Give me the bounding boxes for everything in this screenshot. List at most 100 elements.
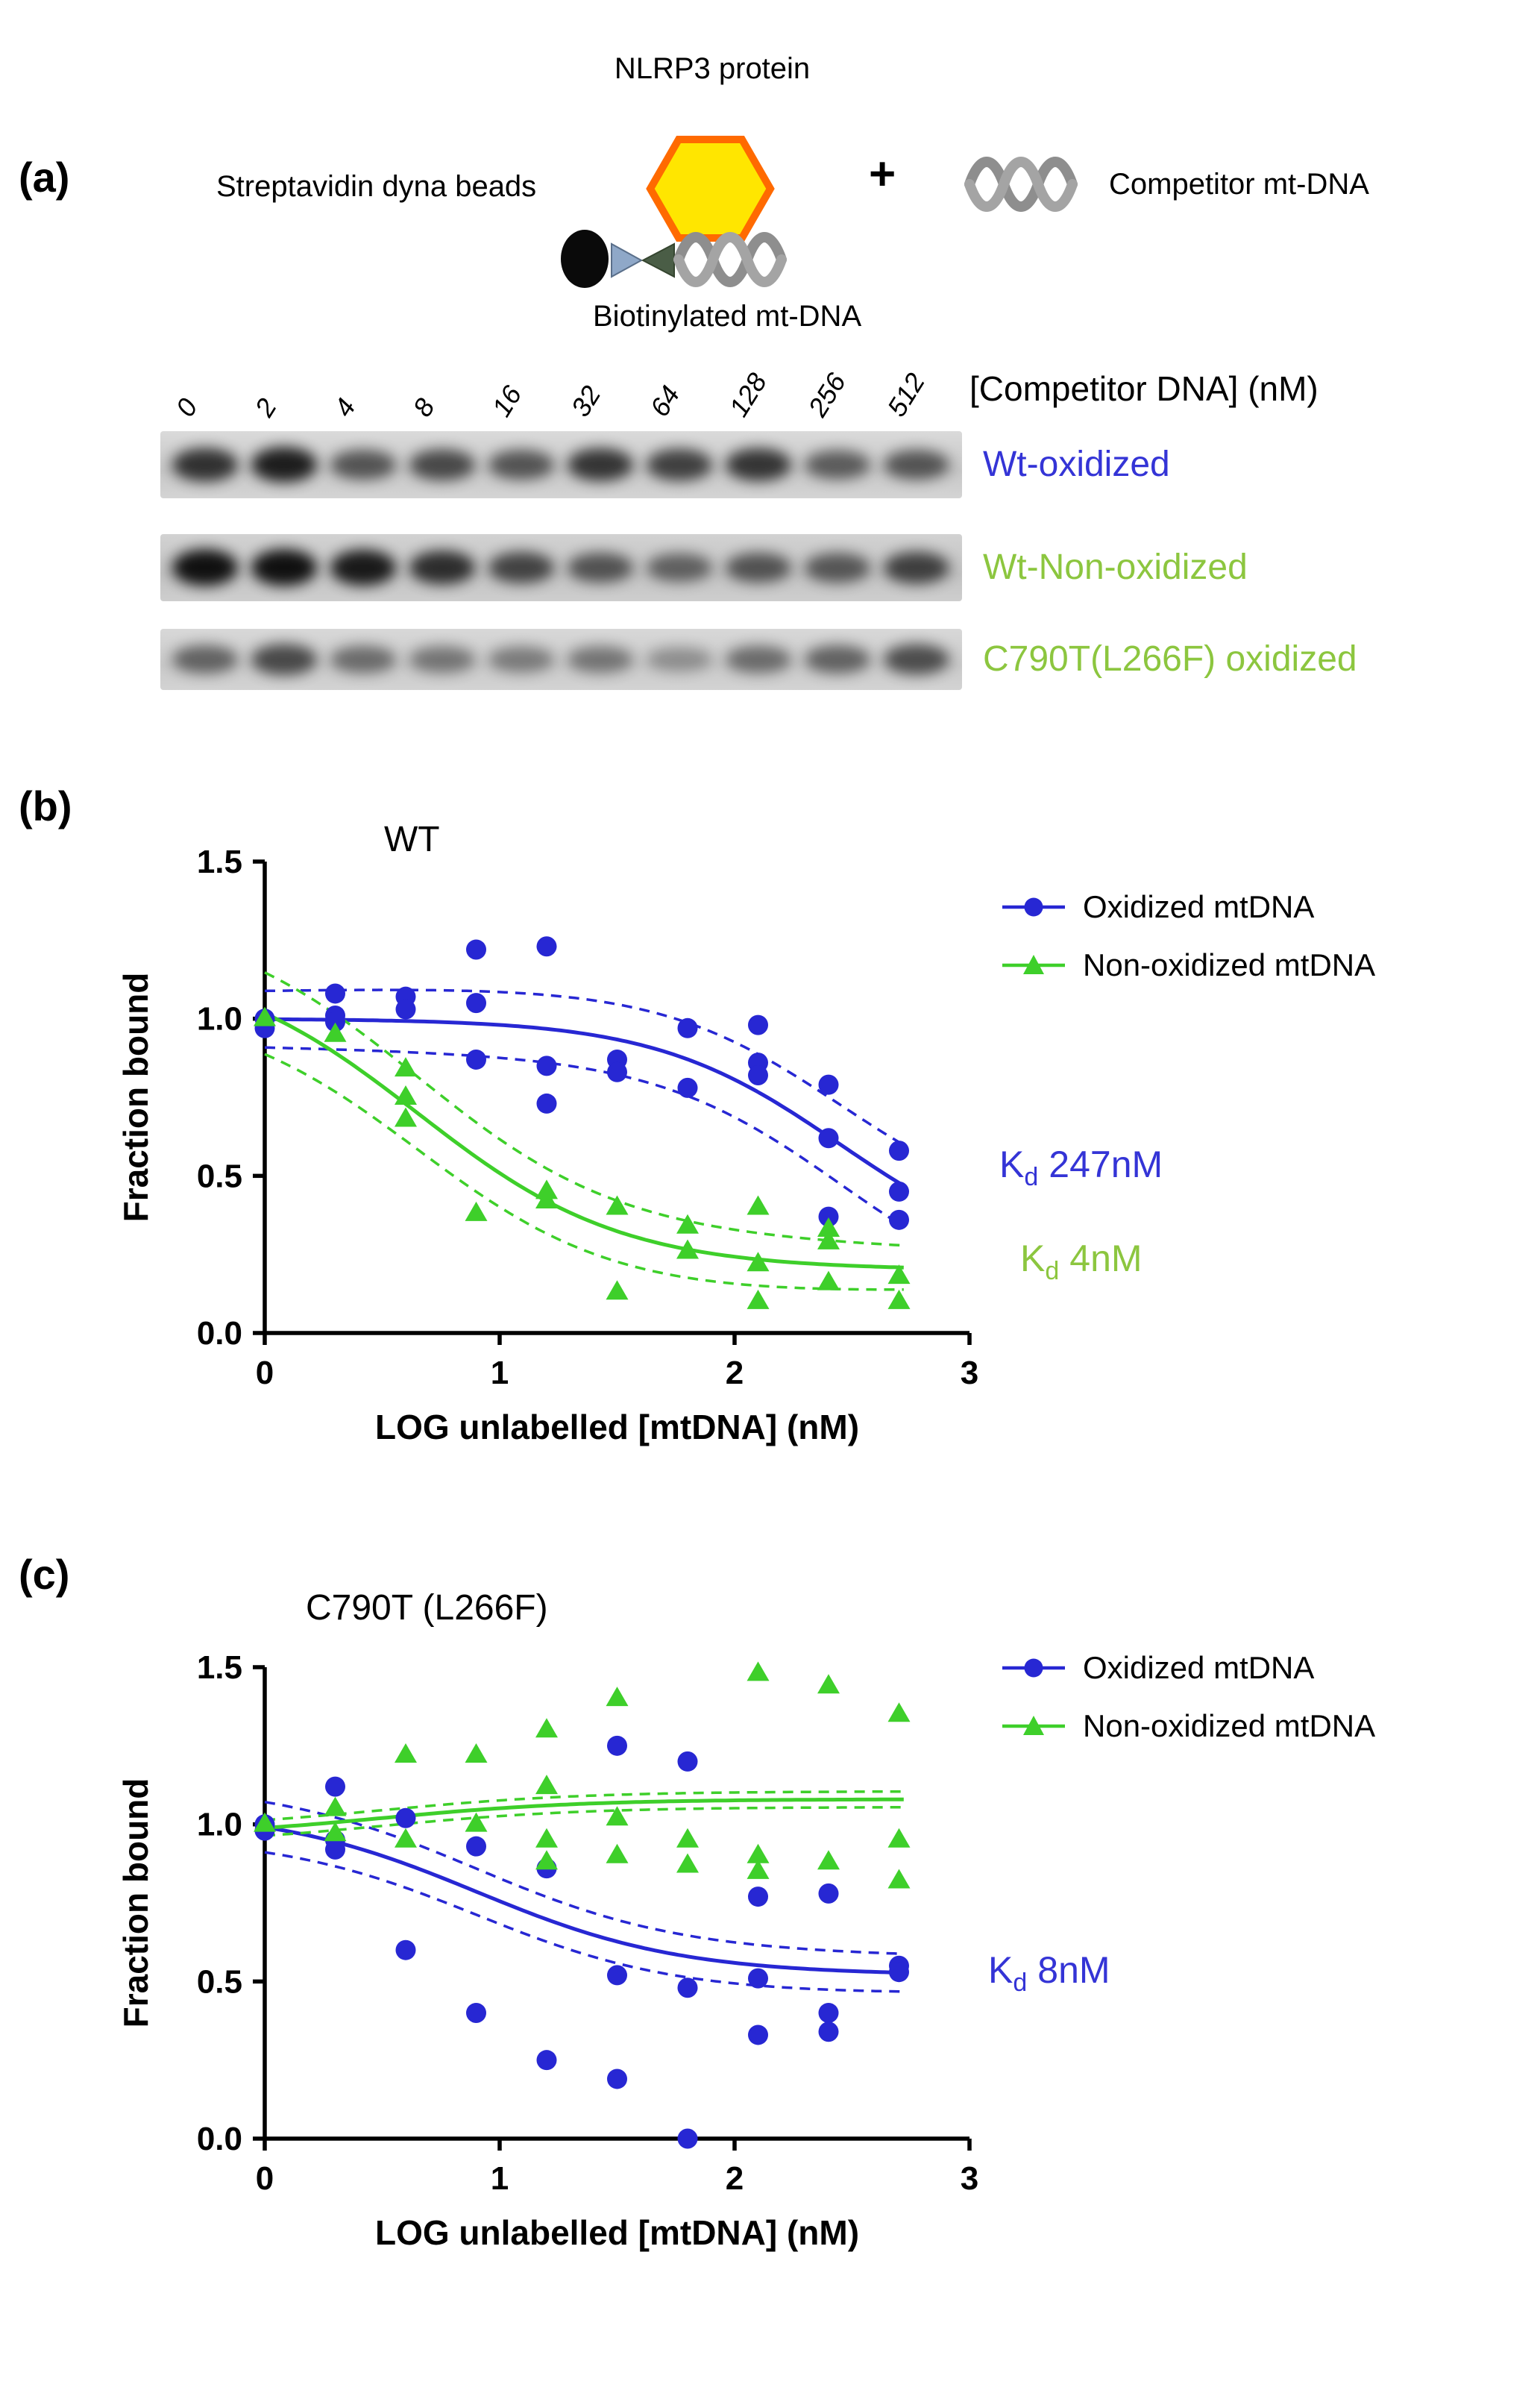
data-point-circle [466,939,486,960]
gel-label-c790t-oxidized: C790T(L266F) oxidized [983,639,1357,679]
data-point-circle [395,1939,416,1960]
competitor-conc-header: [Competitor DNA] (nM) [969,369,1319,408]
data-point-triangle [606,1843,629,1863]
data-point-circle [748,1968,768,1989]
gel-band [330,645,396,674]
ci-curve-lower [264,1053,904,1291]
legend-label-oxidized: Oxidized mtDNA [1083,1650,1315,1685]
data-point-triangle [887,1289,911,1309]
gel-band [647,553,712,583]
kd-wt-oxidized: Kd 247nM [999,1144,1163,1191]
biotin-linker-icon [611,242,675,278]
data-point-triangle [817,1270,840,1290]
lane-label: 8 [406,392,441,422]
data-point-triangle [676,1828,699,1848]
y-tick-label: 1.0 [197,1001,242,1038]
data-point-circle [748,1014,768,1035]
data-point-circle [325,983,345,1004]
legend-item-oxidized: Oxidized mtDNA [999,889,1375,925]
data-point-triangle [817,1217,840,1237]
gel-band [488,646,554,673]
ci-curve-upper [264,1790,904,1822]
data-point-circle [536,1056,557,1076]
lane-label: 0 [169,392,204,422]
data-point-triangle [747,1252,770,1272]
gel-band [409,551,475,585]
data-point-triangle [747,1661,770,1681]
gel-band [172,644,238,674]
gel-band [805,553,870,583]
data-point-circle [466,1049,486,1070]
data-point-triangle [817,1674,840,1694]
ci-curve-lower [264,1046,905,1228]
data-point-triangle [535,1828,558,1848]
competitor-dna-helix-icon [964,157,1078,212]
data-point-circle [677,2128,698,2149]
legend-label-oxidized: Oxidized mtDNA [1083,889,1315,924]
gel-band [568,646,633,673]
data-point-circle [395,1807,416,1828]
data-point-triangle [676,1239,699,1259]
x-axis-label: LOG unlabelled [mtDNA] (nM) [375,2213,859,2252]
plus-sign: + [869,148,896,200]
data-point-circle [677,1077,698,1098]
data-point-triangle [676,1214,699,1234]
lane-label: 256 [802,367,852,422]
data-point-circle [607,1965,627,1986]
gel-c790t-oxidized [160,629,962,690]
gel-band [172,448,238,482]
gel-band [488,449,554,480]
data-point-circle [536,936,557,957]
y-tick-label: 1.0 [197,1807,242,1843]
data-point-circle [818,2022,839,2042]
data-point-circle [607,2069,627,2089]
data-point-triangle [395,1107,417,1127]
streptavidin-beads-label: Streptavidin dyna beads [216,170,537,203]
y-axis-label: Fraction bound [116,973,155,1223]
x-tick-label: 2 [726,1355,744,1391]
data-point-circle [818,2002,839,2023]
data-point-triangle [817,1850,840,1870]
gel-band [330,550,396,586]
data-point-circle [889,1141,909,1161]
data-point-triangle [747,1289,770,1309]
gel-band [172,549,238,586]
gel-band [884,551,949,584]
y-tick-label: 0.0 [197,2121,242,2157]
legend-item-non-oxidized: Non-oxidized mtDNA [999,947,1375,983]
data-point-circle [325,1776,345,1797]
x-tick-label: 0 [256,1355,274,1391]
x-tick-label: 3 [961,2160,978,2197]
data-point-triangle [606,1806,629,1826]
biotinylated-dna-label: Biotinylated mt-DNA [593,300,862,333]
data-point-circle [889,1181,909,1202]
c790t-binding-chart: 0 1 2 3 0.0 0.5 1.0 1.5 LOG unlabelled [mtDNA] (… [116,1649,978,2252]
gel-band [726,552,791,583]
data-point-triangle [395,1085,417,1105]
data-point-circle [607,1061,627,1082]
data-point-triangle [887,1702,911,1722]
biotinylated-dna-helix-icon [673,232,787,287]
data-point-triangle [606,1280,629,1300]
gel-band [251,644,317,675]
data-point-circle [466,2002,486,2023]
gel-band [251,549,317,586]
lane-label: 4 [327,392,362,422]
x-axis-label: LOG unlabelled [mtDNA] (nM) [375,1408,859,1446]
data-point-triangle [535,1775,558,1795]
x-tick-label: 0 [256,2160,274,2197]
data-point-triangle [606,1195,629,1215]
data-point-circle [395,999,416,1020]
data-point-triangle [254,1812,276,1832]
legend-item-non-oxidized: Non-oxidized mtDNA [999,1708,1375,1744]
data-point-triangle [324,1822,347,1842]
data-point-triangle [817,1229,840,1249]
data-point-triangle [676,1853,699,1873]
lane-label: 128 [723,367,773,422]
data-point-triangle [887,1828,911,1848]
kd-wt-non-oxidized: Kd 4nM [1020,1238,1143,1285]
data-point-triangle [747,1843,770,1863]
x-tick-label: 1 [491,1355,509,1391]
y-tick-label: 1.5 [197,844,242,880]
competitor-dna-label: Competitor mt-DNA [1109,168,1369,201]
